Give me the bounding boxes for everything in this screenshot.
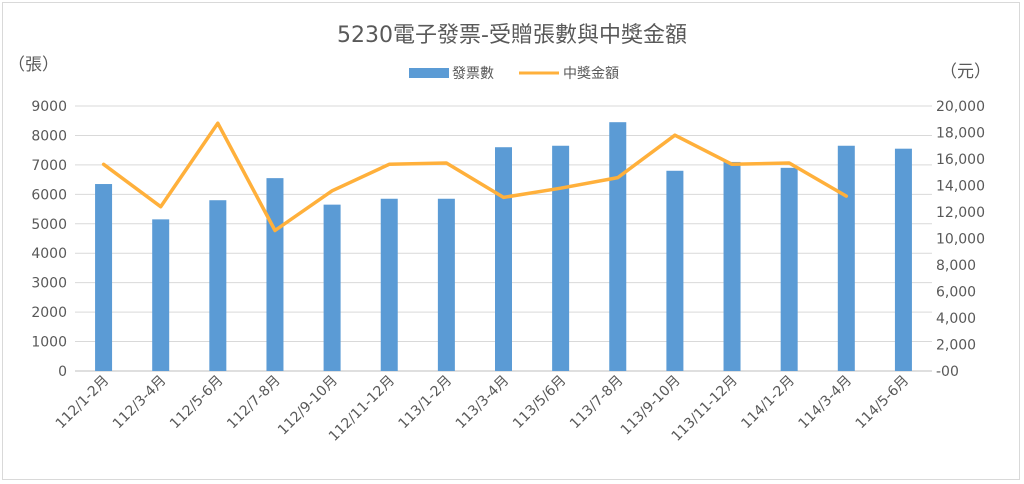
right-tick-label: 8,000 xyxy=(936,258,976,274)
x-tick-label: 112/5-6月 xyxy=(167,373,227,433)
right-tick-label: 4,000 xyxy=(936,311,976,327)
right-axis-ticks: -00 2,000 4,000 6,000 8,000 10,000 12,000 14,00… xyxy=(936,99,985,380)
left-tick-label: 1000 xyxy=(31,335,67,351)
legend-label-line: 中獎金額 xyxy=(563,66,619,82)
right-tick-label: 20,000 xyxy=(936,99,985,115)
left-tick-label: 9000 xyxy=(31,99,67,115)
line-series xyxy=(101,121,849,233)
bar xyxy=(666,170,684,371)
x-tick-label: 113/7-8月 xyxy=(567,373,627,433)
right-tick-label: -00 xyxy=(936,364,959,380)
x-tick-label: 112/7-8月 xyxy=(224,373,284,433)
bar xyxy=(152,219,170,371)
left-tick-label: 5000 xyxy=(31,217,67,233)
bar xyxy=(266,178,284,371)
right-tick-label: 12,000 xyxy=(936,205,985,221)
right-axis-unit-label: （元） xyxy=(940,62,991,82)
bar xyxy=(780,167,798,371)
bar xyxy=(837,145,855,371)
left-tick-label: 8000 xyxy=(31,128,67,144)
x-tick-label: 112/1-2月 xyxy=(53,373,113,433)
right-tick-label: 6,000 xyxy=(936,285,976,301)
right-tick-label: 2,000 xyxy=(936,338,976,354)
x-tick-label: 113/1-2月 xyxy=(396,373,456,433)
bar xyxy=(723,161,741,371)
left-axis-ticks: 0 1000 2000 3000 4000 5000 6000 7000 8000 9000 xyxy=(31,99,67,380)
left-tick-label: 2000 xyxy=(31,305,67,321)
bar xyxy=(95,184,113,371)
left-tick-label: 0 xyxy=(58,364,67,380)
right-tick-label: 14,000 xyxy=(936,179,985,195)
bar xyxy=(609,122,627,371)
x-tick-label: 113/3-4月 xyxy=(453,373,513,433)
legend-label-bar: 發票數 xyxy=(452,66,494,82)
legend-swatch-bar xyxy=(409,68,449,78)
right-tick-label: 18,000 xyxy=(936,126,985,142)
left-tick-label: 7000 xyxy=(31,158,67,174)
legend: 發票數 中獎金額 xyxy=(409,66,619,82)
left-tick-label: 6000 xyxy=(31,187,67,203)
bar xyxy=(323,204,341,371)
bar xyxy=(894,148,912,371)
left-tick-label: 3000 xyxy=(31,276,67,292)
left-tick-label: 4000 xyxy=(31,246,67,262)
bar xyxy=(495,147,512,371)
bar xyxy=(209,200,227,371)
x-axis-labels: 112/1-2月112/3-4月112/5-6月112/7-8月112/9-10… xyxy=(53,373,912,445)
bar-series xyxy=(95,122,912,371)
right-tick-label: 16,000 xyxy=(936,152,985,168)
chart-title: 5230電子發票-受贈張數與中獎金額 xyxy=(337,23,687,48)
x-tick-label: 114/5-6月 xyxy=(853,373,913,433)
x-tick-label: 114/3-4月 xyxy=(796,373,856,433)
right-tick-label: 10,000 xyxy=(936,232,985,248)
line-path xyxy=(101,121,849,233)
bar xyxy=(380,198,398,371)
bar xyxy=(552,145,570,371)
x-tick-label: 114/1-2月 xyxy=(738,373,798,433)
x-tick-label: 112/3-4月 xyxy=(110,373,170,433)
x-tick-label: 113/5/6月 xyxy=(510,373,569,432)
left-axis-unit-label: （張） xyxy=(8,55,59,75)
bar xyxy=(437,198,455,371)
